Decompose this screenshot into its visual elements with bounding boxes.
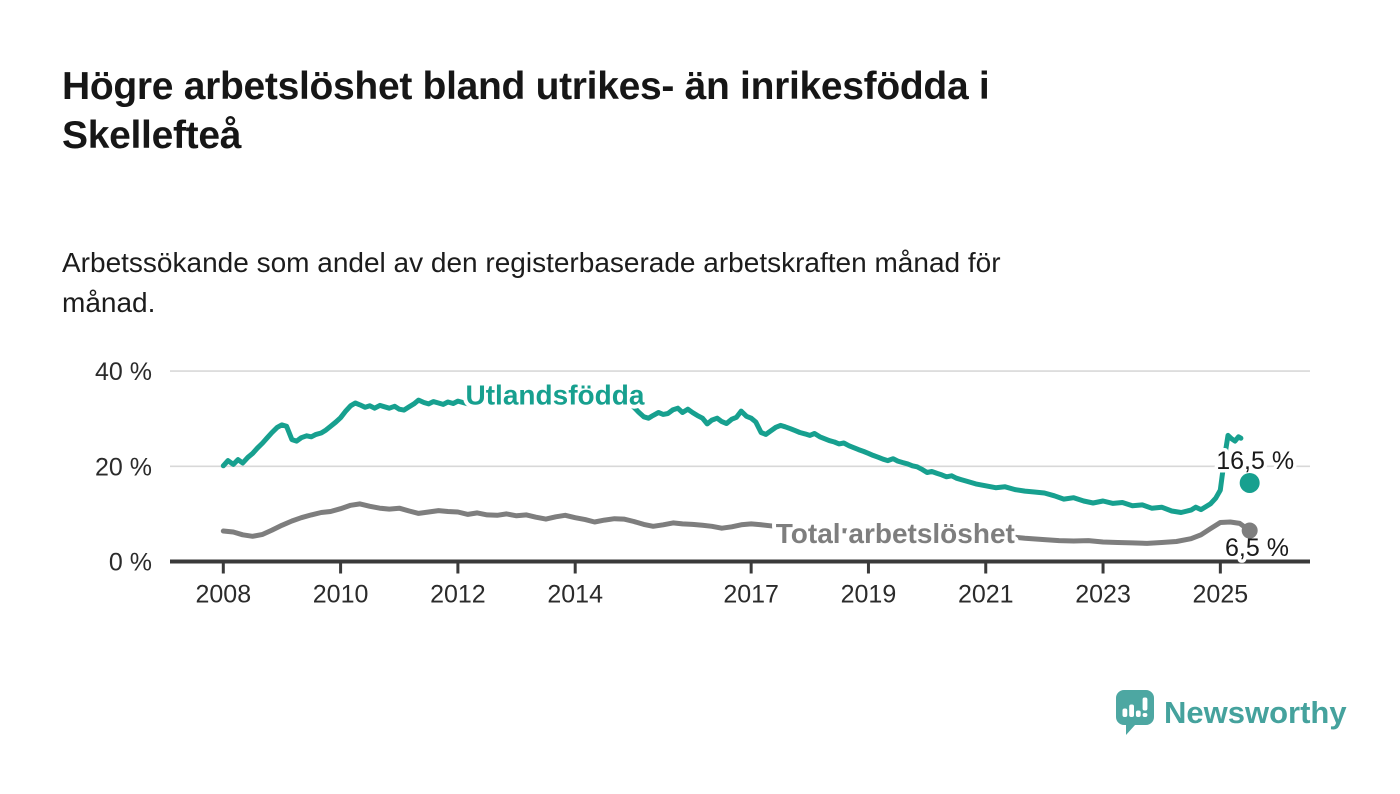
newsworthy-brand-text: Newsworthy xyxy=(1164,695,1347,730)
x-axis-label-2008: 2008 xyxy=(195,581,251,609)
chart-subtitle-line-1: Arbetssökande som andel av den registerb… xyxy=(62,247,1001,278)
x-axis-label-2010: 2010 xyxy=(313,581,369,609)
x-axis-label-2017: 2017 xyxy=(723,581,779,609)
y-axis-label-0: 0 % xyxy=(109,549,152,577)
chart-series-lines xyxy=(220,389,1253,546)
x-axis-label-2019: 2019 xyxy=(841,581,897,609)
chart-axes: 0 % 20 % 40 % 2008 2010 2012 2014 2017 2019 2021 2… xyxy=(95,358,1310,609)
latest-value-label-total: 6,5 % xyxy=(1225,534,1289,562)
x-axis-label-2021: 2021 xyxy=(958,581,1014,609)
series-line-total xyxy=(220,501,1253,546)
y-axis-label-20: 20 % xyxy=(95,453,152,481)
chart-labels: Utlandsfödda Total arbetslöshet 16,5 % 6,5 … xyxy=(462,375,1298,565)
page-title: Högre arbetslöshet bland utrikes- än inr… xyxy=(62,62,1282,160)
x-axis-label-2025: 2025 xyxy=(1193,581,1249,609)
chart-subtitle: Arbetssökande som andel av den registerb… xyxy=(62,243,1272,323)
chart-gridlines xyxy=(170,370,1310,468)
x-axis-label-2023: 2023 xyxy=(1075,581,1131,609)
page-title-line-1: Högre arbetslöshet bland utrikes- än inr… xyxy=(62,65,990,108)
latest-value-dot-utlandsfodda xyxy=(1239,472,1260,493)
series-line-utlandsfodda xyxy=(220,389,1244,515)
newsworthy-logo: Newsworthy xyxy=(1116,690,1347,735)
x-axis-label-2014: 2014 xyxy=(547,581,603,609)
series-label-utlandsfodda: Utlandsfödda xyxy=(466,379,645,410)
y-axis-label-40: 40 % xyxy=(95,358,152,386)
x-axis-label-2012: 2012 xyxy=(430,581,486,609)
chart-subtitle-line-2: månad. xyxy=(62,287,156,318)
series-label-total: Total arbetslöshet xyxy=(776,518,1015,549)
newsworthy-bar-chart-bubble-icon xyxy=(1116,690,1154,735)
latest-value-label-utlandsfodda: 16,5 % xyxy=(1216,447,1294,475)
page-title-line-2: Skellefteå xyxy=(62,114,242,157)
latest-value-dot-total xyxy=(1241,522,1258,539)
